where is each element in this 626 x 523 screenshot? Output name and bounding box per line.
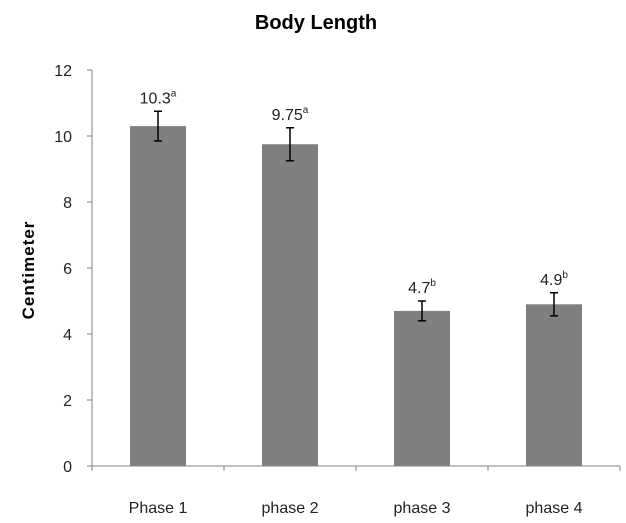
y-tick-label: 10 <box>54 129 72 146</box>
bar <box>394 310 450 466</box>
y-tick-label: 0 <box>63 459 72 476</box>
y-tick-label: 12 <box>54 63 72 80</box>
y-tick-label: 4 <box>63 327 72 344</box>
chart-title: Body Length <box>255 12 377 34</box>
x-tick-label: phase 3 <box>394 500 451 517</box>
data-label: 10.3a <box>140 88 177 107</box>
data-label: 4.9b <box>540 270 568 289</box>
data-label: 9.75a <box>272 105 309 124</box>
labels: 10.3a Phase 1 9.75a phase 2 4.7b phase 3 4.9b p… <box>129 88 583 517</box>
bar <box>262 144 318 466</box>
y-tick-label: 8 <box>63 195 72 212</box>
y-axis-label: Centimeter <box>19 221 38 320</box>
bar <box>526 304 582 466</box>
y-tick-label: 6 <box>63 261 72 278</box>
x-tick-label: phase 2 <box>262 500 319 517</box>
x-tick-label: phase 4 <box>526 500 583 517</box>
bar <box>130 126 186 466</box>
bars <box>130 110 582 466</box>
y-tick-label: 2 <box>63 393 72 410</box>
data-label: 4.7b <box>408 278 436 297</box>
x-tick-label: Phase 1 <box>129 500 188 517</box>
